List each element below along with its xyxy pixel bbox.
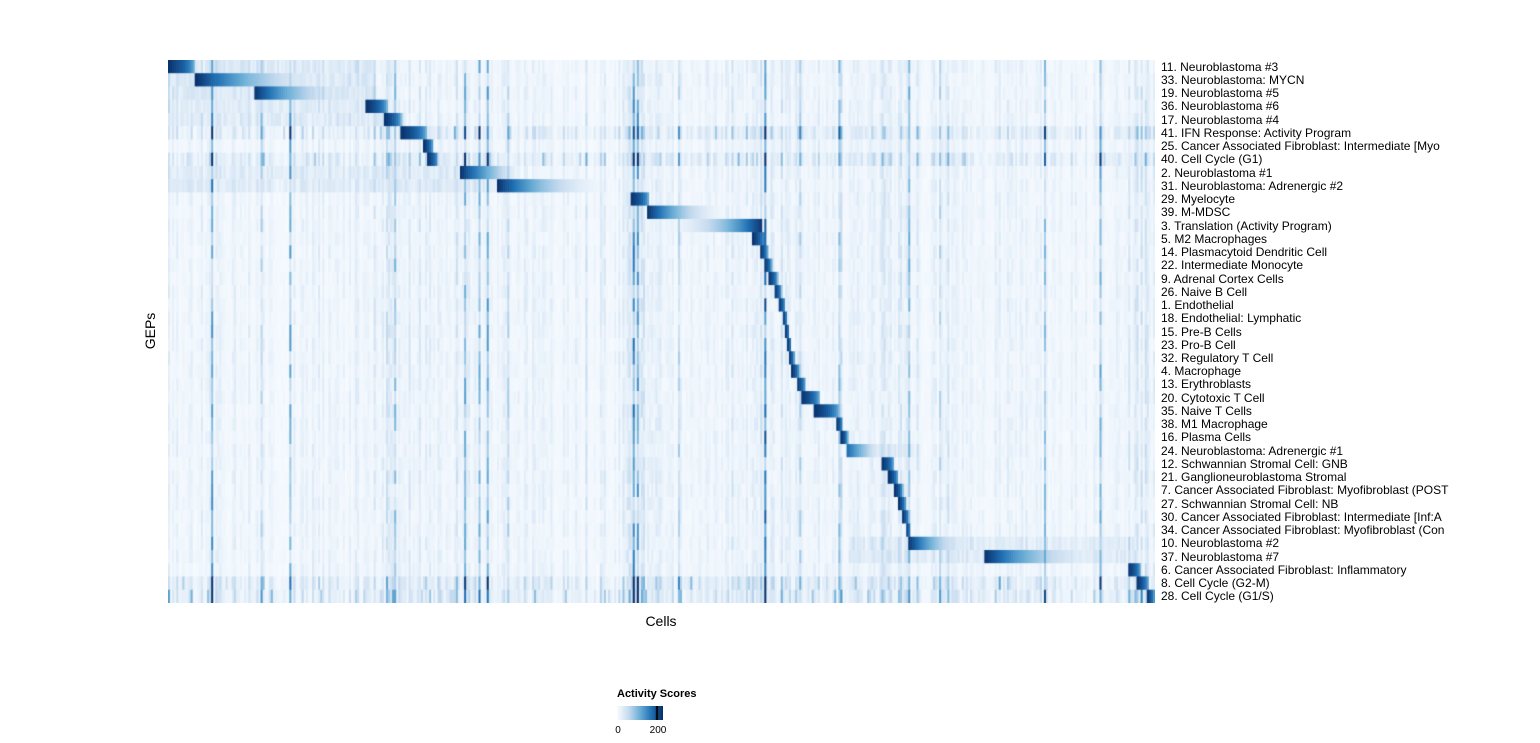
row-label: 27. Schwannian Stromal Cell: NB bbox=[1161, 496, 1339, 511]
row-label: 12. Schwannian Stromal Cell: GNB bbox=[1161, 456, 1348, 471]
row-label: 1. Endothelial bbox=[1161, 298, 1234, 312]
row-label: 41. IFN Response: Activity Program bbox=[1161, 125, 1352, 140]
row-label: 5. M2 Macrophages bbox=[1161, 231, 1268, 246]
row-label: 30. Cancer Associated Fibroblast: Interm… bbox=[1161, 509, 1442, 524]
row-label: 2. Neuroblastoma #1 bbox=[1161, 165, 1273, 180]
row-label: 15. Pre-B Cells bbox=[1161, 324, 1242, 339]
row-label: 37. Neuroblastoma #7 bbox=[1161, 549, 1280, 564]
row-label: 3. Translation (Activity Program) bbox=[1161, 218, 1332, 233]
row-label: 10. Neuroblastoma #2 bbox=[1161, 536, 1280, 551]
y-axis-title: GEPs bbox=[142, 312, 158, 350]
legend-min-label: 0 bbox=[615, 725, 621, 736]
row-label: 39. M-MDSC bbox=[1161, 205, 1231, 220]
row-label: 23. Pro-B Cell bbox=[1161, 337, 1236, 352]
row-label: 17. Neuroblastoma #4 bbox=[1161, 112, 1280, 127]
x-axis-title: Cells bbox=[645, 613, 677, 629]
row-label: 16. Plasma Cells bbox=[1161, 430, 1252, 445]
row-label: 26. Naive B Cell bbox=[1161, 284, 1248, 299]
row-label: 9. Adrenal Cortex Cells bbox=[1161, 271, 1284, 286]
row-label: 13. Erythroblasts bbox=[1161, 377, 1252, 392]
row-label: 35. Naive T Cells bbox=[1161, 403, 1252, 418]
row-label: 40. Cell Cycle (G1) bbox=[1161, 152, 1263, 167]
heatmap-canvas bbox=[168, 60, 1155, 603]
row-label: 33. Neuroblastoma: MYCN bbox=[1161, 72, 1305, 87]
row-label: 14. Plasmacytoid Dendritic Cell bbox=[1161, 245, 1328, 260]
row-label: 29. Myelocyte bbox=[1161, 192, 1236, 207]
legend-title: Activity Scores bbox=[617, 688, 697, 700]
row-label: 7. Cancer Associated Fibroblast: Myofibr… bbox=[1161, 483, 1449, 498]
row-label: 8. Cell Cycle (G2-M) bbox=[1161, 576, 1270, 591]
row-label: 6. Cancer Associated Fibroblast: Inflamm… bbox=[1161, 562, 1407, 577]
row-label: 21. Ganglioneuroblastoma Stromal bbox=[1161, 470, 1347, 485]
row-label: 19. Neuroblastoma #5 bbox=[1161, 86, 1280, 101]
row-label: 25. Cancer Associated Fibroblast: Interm… bbox=[1161, 139, 1440, 154]
row-label: 36. Neuroblastoma #6 bbox=[1161, 99, 1280, 114]
row-label: 34. Cancer Associated Fibroblast: Myofib… bbox=[1161, 523, 1445, 538]
row-labels: 11. Neuroblastoma #3 33. Neuroblastoma: M… bbox=[1161, 60, 1540, 603]
row-label: 22. Intermediate Monocyte bbox=[1161, 258, 1304, 273]
legend-max-label: 200 bbox=[649, 725, 667, 736]
row-label: 4. Macrophage bbox=[1161, 364, 1242, 379]
row-label: 18. Endothelial: Lymphatic bbox=[1161, 311, 1302, 326]
row-label: 28. Cell Cycle (G1/S) bbox=[1161, 589, 1274, 604]
row-label: 24. Neuroblastoma: Adrenergic #1 bbox=[1161, 443, 1344, 458]
row-label: 32. Regulatory T Cell bbox=[1161, 350, 1274, 365]
row-label: 38. M1 Macrophage bbox=[1161, 417, 1268, 432]
row-label: 31. Neuroblastoma: Adrenergic #2 bbox=[1161, 178, 1344, 193]
row-label: 11. Neuroblastoma #3 bbox=[1161, 59, 1279, 74]
colorbar-gradient bbox=[617, 706, 663, 720]
row-label: 20. Cytotoxic T Cell bbox=[1161, 390, 1265, 405]
